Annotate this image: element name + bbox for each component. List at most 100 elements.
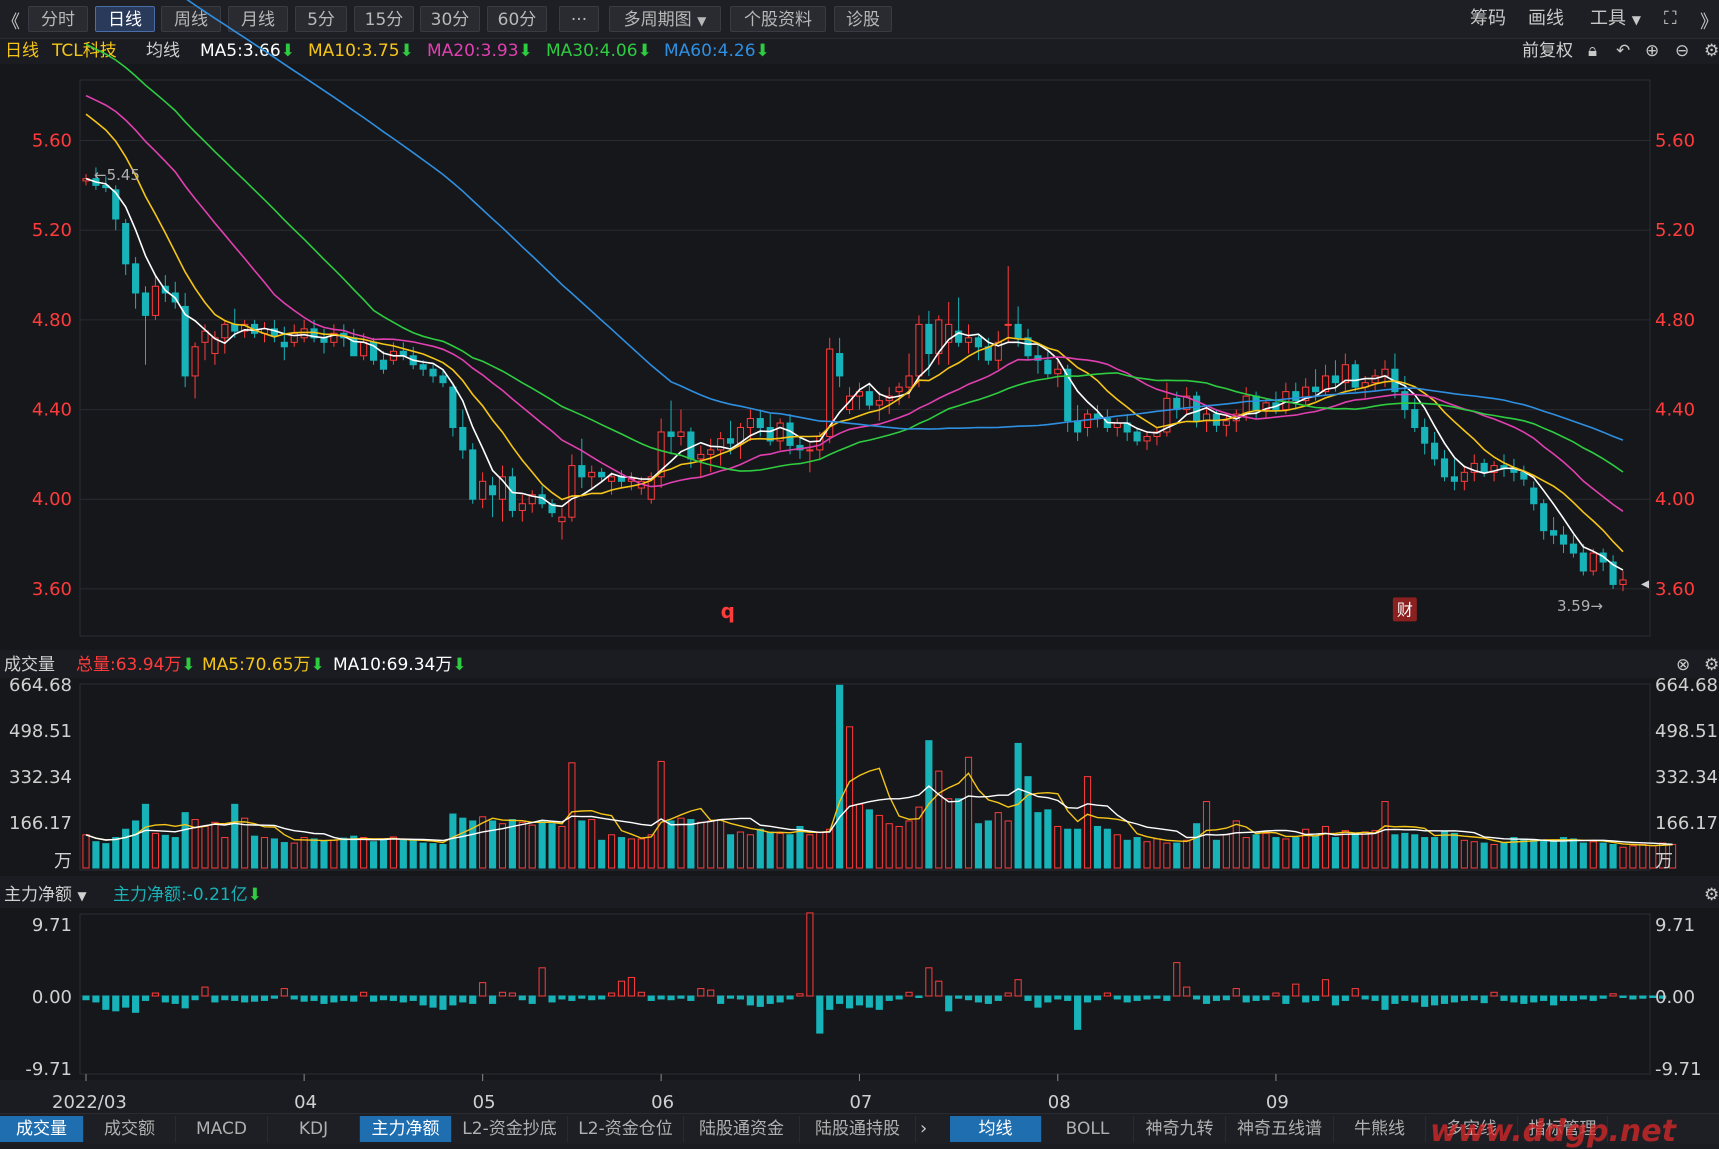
caret-down-icon: ▼ [1631, 13, 1641, 27]
period-button[interactable]: 30分 [420, 6, 480, 32]
candle-body [330, 332, 338, 343]
gear-icon[interactable]: ⚙ [1704, 655, 1719, 675]
indicator-tab[interactable]: 牛熊线 [1334, 1116, 1426, 1142]
draw-button[interactable]: 画线 [1528, 8, 1564, 29]
more-periods-button[interactable]: ··· [559, 6, 599, 32]
stock-info-button[interactable]: 个股资料 [730, 6, 826, 32]
capital-bar [350, 995, 358, 1002]
period-button[interactable]: 15分 [354, 6, 414, 32]
volume-bar [171, 837, 179, 869]
volume-bar [1193, 823, 1201, 869]
candle-body [181, 305, 189, 377]
date-tick-label: 2022/03 [52, 1092, 127, 1113]
candle-body [1044, 359, 1052, 375]
capital-bar [984, 995, 992, 1004]
zoom-out-icon[interactable]: ⊖ [1675, 41, 1690, 61]
indicator-tab[interactable]: 神奇五线谱 [1226, 1116, 1334, 1142]
capital-title-dropdown[interactable]: 主力净额 ▼ [4, 885, 87, 905]
candle-body [360, 341, 368, 357]
subchart-tab[interactable]: 陆股通持股 [800, 1116, 916, 1142]
price-tick-label-left: 5.20 [32, 220, 72, 241]
volume-bar [1659, 842, 1667, 869]
indicator-tab[interactable]: 均线 [950, 1116, 1042, 1142]
double-chevron-right-icon[interactable]: 》 [1700, 12, 1718, 33]
volume-bar [806, 834, 814, 869]
period-button[interactable]: 周线 [161, 6, 221, 32]
multi-period-dropdown[interactable]: 多周期图 ▼ [609, 6, 721, 32]
chips-button[interactable]: 筹码 [1470, 8, 1506, 29]
candle-body [1411, 409, 1419, 428]
capital-bar [1629, 995, 1637, 1000]
undo-icon[interactable]: ↶ [1616, 41, 1631, 61]
indicator-tab[interactable]: 神奇九转 [1134, 1116, 1226, 1142]
candle-body [449, 386, 457, 429]
volume-bar [826, 828, 834, 869]
ma20-line [85, 94, 1624, 512]
volume-bar [1569, 838, 1577, 869]
subchart-tab[interactable]: 主力净额 [360, 1116, 452, 1142]
subchart-tab[interactable]: 陆股通资金 [684, 1116, 800, 1142]
capital-bar [1004, 992, 1012, 997]
capital-tick-label-right: 0.00 [1655, 987, 1695, 1008]
capital-bar [538, 967, 546, 997]
capital-bar [498, 991, 507, 997]
gear-icon[interactable]: ⚙ [1704, 41, 1719, 61]
close-icon[interactable]: ⊗ [1676, 655, 1691, 675]
indicator-tab[interactable]: BOLL [1042, 1116, 1134, 1142]
lock-icon[interactable]: 🔒︎ [1588, 41, 1598, 61]
period-button[interactable]: 日线 [95, 6, 155, 32]
candle-body [1312, 386, 1320, 393]
volume-bar [885, 823, 893, 869]
candle-body [598, 471, 606, 478]
period-button[interactable]: 月线 [228, 6, 288, 32]
capital-bar [1212, 995, 1221, 1001]
volume-title[interactable]: 成交量 [4, 655, 55, 675]
capital-bar [855, 995, 864, 1006]
subchart-tab[interactable]: MACD [176, 1116, 268, 1142]
volume-bar [320, 840, 328, 869]
diagnose-button[interactable]: 诊股 [834, 6, 892, 32]
period-button[interactable]: 分时 [28, 6, 88, 32]
volume-bar [776, 832, 784, 869]
indicator-tab[interactable]: 指标管理 [1518, 1116, 1608, 1142]
capital-bar [1123, 995, 1131, 1003]
last-price-pointer [1641, 580, 1649, 589]
period-button[interactable]: 60分 [487, 6, 547, 32]
volume-tick-label-right: 664.68 [1655, 675, 1718, 696]
chevron-right-icon[interactable]: › [920, 1118, 928, 1139]
capital-bar [1490, 991, 1498, 997]
kline-chart[interactable]: 5.60 5.60 5.20 5.20 4.80 4.80 4.40 4.40 4.00 4.00… [0, 0, 1719, 1113]
subchart-tab[interactable]: 成交量 [0, 1116, 84, 1142]
capital-bar [994, 995, 1002, 1001]
volume-bar [647, 834, 655, 869]
candle-body [568, 465, 576, 518]
fullscreen-icon[interactable]: ⛶ [1664, 8, 1677, 29]
tools-button[interactable]: 工具 ▼ [1590, 6, 1641, 32]
volume-bar [677, 817, 685, 869]
capital-bar [865, 995, 873, 1008]
zoom-in-icon[interactable]: ⊕ [1645, 41, 1660, 61]
subchart-tab[interactable]: L2-资金仓位 [568, 1116, 684, 1142]
volume-bar [865, 809, 873, 869]
candle-body [1173, 397, 1181, 411]
capital-bar [469, 995, 477, 1004]
subchart-tab[interactable]: 成交额 [84, 1116, 176, 1142]
period-button[interactable]: 5分 [295, 6, 347, 32]
candle-body [974, 337, 983, 348]
capital-bar [726, 995, 735, 999]
gear-icon[interactable]: ⚙ [1704, 885, 1719, 905]
candle-body [945, 323, 953, 343]
indicator-tab[interactable]: 多空线 [1426, 1116, 1518, 1142]
volume-bar [191, 819, 199, 869]
capital-tick-label-left: 0.00 [32, 987, 72, 1008]
subchart-tab[interactable]: KDJ [268, 1116, 360, 1142]
subchart-tab[interactable]: L2-资金抄底 [452, 1116, 568, 1142]
candle-body [826, 348, 834, 437]
adjust-mode-label[interactable]: 前复权 [1522, 41, 1573, 61]
ma-title[interactable]: 均线 [146, 41, 180, 61]
double-chevron-left-icon[interactable]: 《 [2, 12, 20, 33]
volume-bar [92, 841, 100, 869]
low-price-label: 3.59→ [1557, 597, 1603, 615]
volume-bar [964, 756, 973, 869]
capital-frame [79, 913, 1651, 1075]
